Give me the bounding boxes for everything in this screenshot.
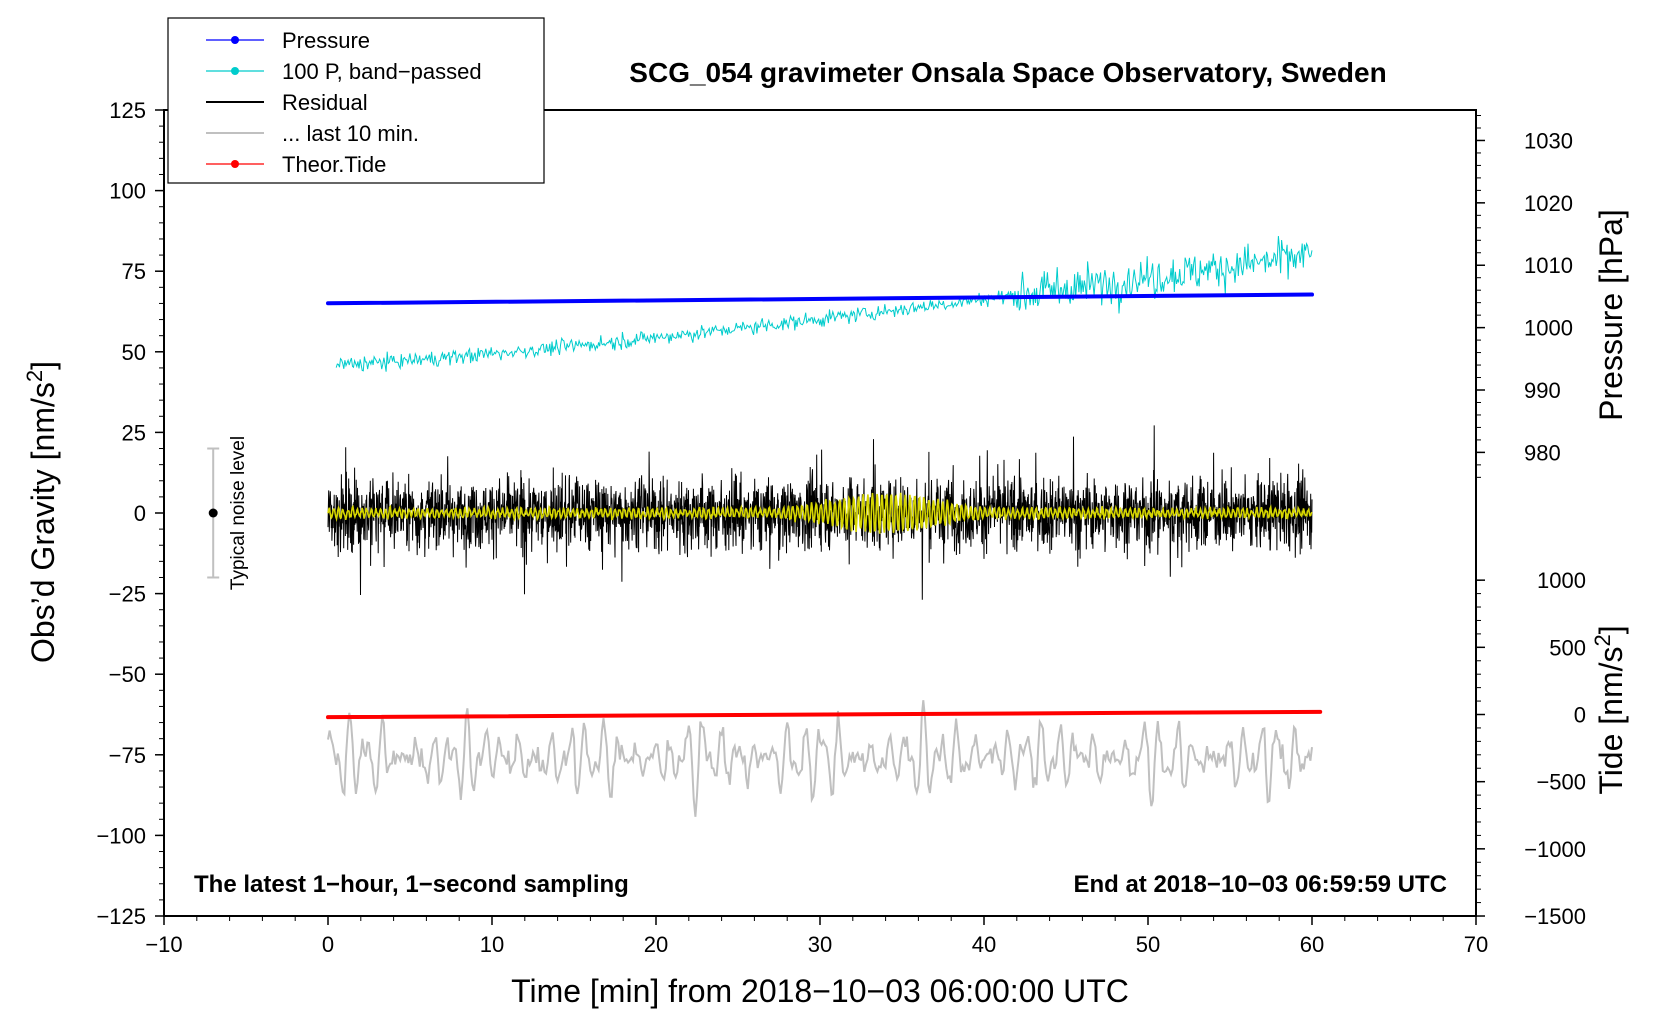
chart-title: SCG_054 gravimeter Onsala Space Observat… [629,57,1386,88]
x-axis-title: Time [min] from 2018−10−03 06:00:00 UTC [511,973,1129,1009]
y-tick-label: −25 [109,582,146,607]
legend-label: ... last 10 min. [282,121,419,146]
series-pressure [326,292,1314,306]
y-tick-label: −100 [96,823,146,848]
series-last-10-min [327,700,1313,817]
y-tick-label: 100 [109,179,146,204]
y-tick-label: −75 [109,743,146,768]
y-tick-label: 0 [134,501,146,526]
legend-label: 100 P, band−passed [282,59,482,84]
y-tick-label: −125 [96,904,146,929]
y-axis-title-left: Obs’d Gravity [nm/s2] [22,361,61,663]
legend-box [167,17,545,184]
y-axis-title-pressure: Pressure [hPa] [1593,209,1629,421]
series-layer [326,235,1323,817]
y-tick-label: 125 [109,98,146,123]
y-tick-label: 50 [122,340,146,365]
x-tick-label: 40 [972,932,996,957]
noise-bar: Typical noise level [207,436,249,590]
x-tick-label: 0 [322,932,334,957]
pressure-tick-label: 1030 [1524,128,1573,153]
legend-label: Theor.Tide [282,152,386,177]
legend: Pressure 100 P, band−passed Residual ... la… [167,17,545,184]
tide-tick-label: 0 [1574,703,1586,728]
series-residual-filtered [327,492,1313,534]
annotation-end-time: End at 2018−10−03 06:59:59 UTC [1073,871,1447,898]
x-tick-label: −10 [145,932,182,957]
pressure-tick-label: 1020 [1524,191,1573,216]
y-axis-title-tide: Tide [nm/s2] [1590,625,1629,794]
x-tick-label: 10 [480,932,504,957]
x-tick-label: 70 [1464,932,1488,957]
legend-marker [231,36,239,44]
x-tick-label: 30 [808,932,832,957]
legend-label: Pressure [282,28,370,53]
noise-bar-point [208,508,218,518]
y-tick-label: 25 [122,420,146,445]
tide-tick-label: −1500 [1524,904,1586,929]
pressure-tick-label: 990 [1524,378,1561,403]
x-tick-label: 60 [1300,932,1324,957]
tide-tick-label: 1000 [1537,568,1586,593]
series-theoretical-tide [326,709,1323,720]
noise-bar-label: Typical noise level [228,436,249,590]
pressure-tick-label: 980 [1524,440,1561,465]
x-tick-label: 20 [644,932,668,957]
annotation-sampling: The latest 1−hour, 1−second sampling [194,871,629,898]
tide-tick-label: −500 [1536,770,1586,795]
pressure-tick-label: 1010 [1524,253,1573,278]
legend-marker [231,160,239,168]
legend-marker [231,67,239,75]
series-residual [327,425,1313,600]
x-tick-label: 50 [1136,932,1160,957]
tide-tick-label: 500 [1549,635,1586,660]
y-tick-label: 75 [122,259,146,284]
legend-label: Residual [282,90,368,115]
tide-tick-label: −1000 [1524,837,1586,862]
y-tick-label: −50 [109,662,146,687]
pressure-tick-label: 1000 [1524,316,1573,341]
series-band-passed-pressure [335,235,1313,372]
axis-ticks: −10 0 10 20 30 40 50 60 701251007550250−25−50−75… [96,98,1586,957]
